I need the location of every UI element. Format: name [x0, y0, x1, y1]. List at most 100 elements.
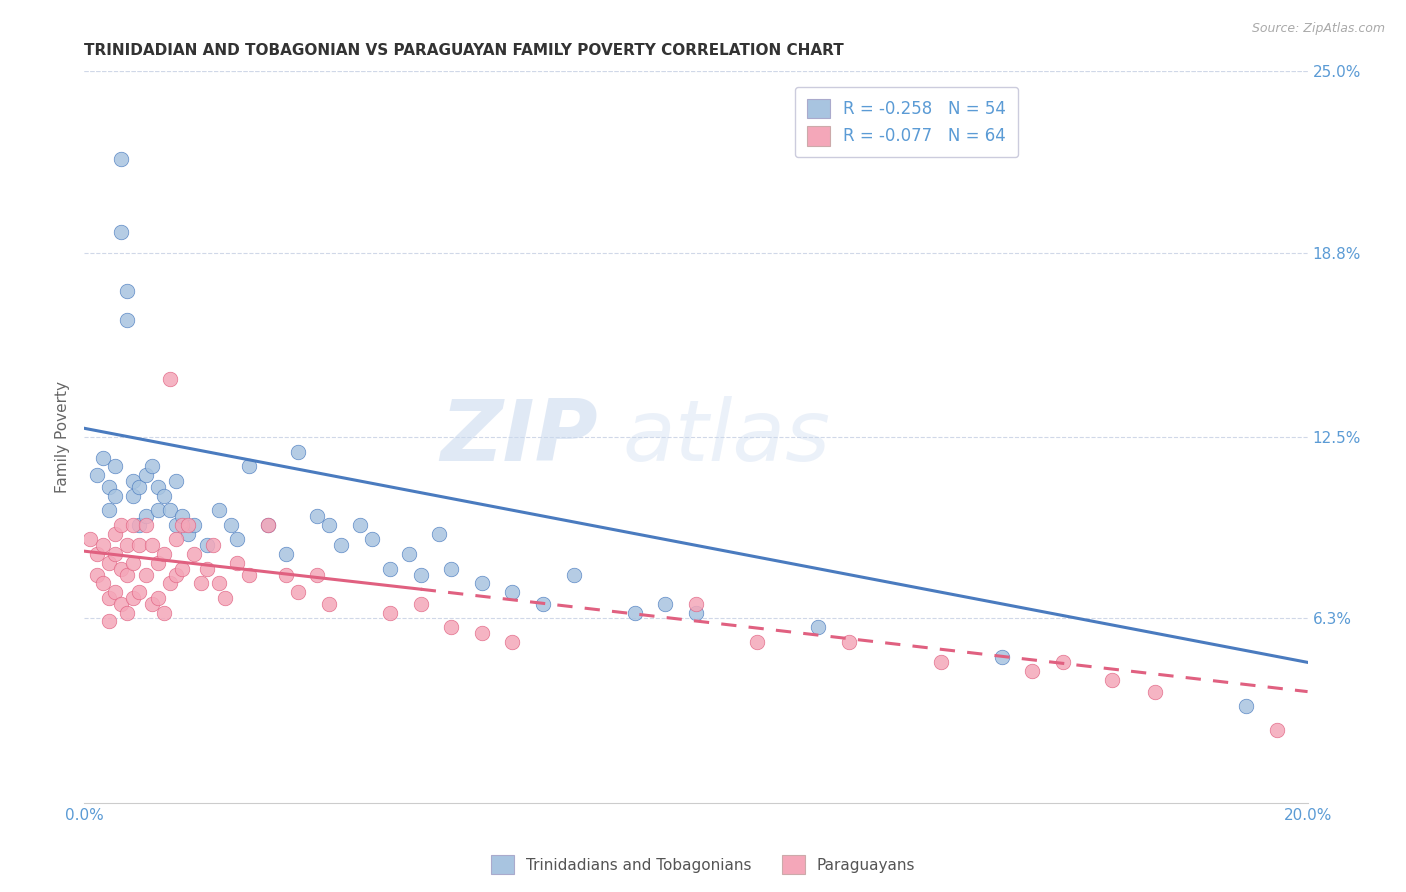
Point — [190, 576, 212, 591]
Point — [238, 459, 260, 474]
Point — [97, 591, 120, 605]
Point — [208, 576, 231, 591]
Point — [159, 503, 181, 517]
Point — [685, 606, 707, 620]
Point — [122, 591, 145, 605]
Point — [177, 517, 200, 532]
Point — [330, 538, 353, 552]
Point — [427, 526, 450, 541]
Point — [305, 509, 328, 524]
Point — [104, 547, 127, 561]
Point — [141, 459, 163, 474]
Point — [226, 556, 249, 570]
Point — [208, 503, 231, 517]
Point — [1052, 656, 1074, 670]
Point — [807, 620, 830, 634]
Point — [440, 562, 463, 576]
Point — [104, 489, 127, 503]
Point — [104, 585, 127, 599]
Point — [654, 597, 676, 611]
Point — [141, 538, 163, 552]
Point — [214, 591, 236, 605]
Point — [165, 474, 187, 488]
Point — [257, 517, 280, 532]
Point — [97, 556, 120, 570]
Point — [929, 656, 952, 670]
Point — [110, 152, 132, 166]
Point — [1236, 699, 1258, 714]
Point — [238, 567, 260, 582]
Point — [165, 517, 187, 532]
Point — [318, 597, 340, 611]
Point — [97, 503, 120, 517]
Point — [86, 567, 108, 582]
Point — [153, 606, 176, 620]
Point — [747, 635, 769, 649]
Point — [91, 538, 114, 552]
Point — [135, 509, 157, 524]
Point — [135, 567, 157, 582]
Point — [91, 450, 114, 465]
Legend: Trinidadians and Tobagonians, Paraguayans: Trinidadians and Tobagonians, Paraguayan… — [485, 849, 921, 880]
Point — [409, 597, 432, 611]
Point — [79, 533, 101, 547]
Point — [471, 626, 494, 640]
Point — [183, 547, 205, 561]
Point — [172, 509, 194, 524]
Point — [135, 517, 157, 532]
Point — [226, 533, 249, 547]
Point — [409, 567, 432, 582]
Text: Source: ZipAtlas.com: Source: ZipAtlas.com — [1251, 22, 1385, 36]
Point — [471, 576, 494, 591]
Point — [91, 576, 114, 591]
Point — [110, 517, 132, 532]
Point — [128, 517, 150, 532]
Point — [128, 480, 150, 494]
Point — [128, 585, 150, 599]
Point — [287, 444, 309, 458]
Point — [153, 489, 176, 503]
Point — [97, 615, 120, 629]
Point — [305, 567, 328, 582]
Point — [531, 597, 554, 611]
Point — [360, 533, 382, 547]
Point — [135, 468, 157, 483]
Point — [1101, 673, 1123, 687]
Point — [115, 567, 138, 582]
Point — [159, 371, 181, 385]
Point — [276, 547, 298, 561]
Point — [115, 313, 138, 327]
Point — [86, 468, 108, 483]
Point — [146, 480, 169, 494]
Point — [195, 538, 218, 552]
Point — [104, 459, 127, 474]
Legend: R = -0.258   N = 54, R = -0.077   N = 64: R = -0.258 N = 54, R = -0.077 N = 64 — [794, 87, 1018, 157]
Text: TRINIDADIAN AND TOBAGONIAN VS PARAGUAYAN FAMILY POVERTY CORRELATION CHART: TRINIDADIAN AND TOBAGONIAN VS PARAGUAYAN… — [84, 43, 844, 58]
Text: ZIP: ZIP — [440, 395, 598, 479]
Point — [122, 474, 145, 488]
Point — [146, 503, 169, 517]
Point — [349, 517, 371, 532]
Point — [146, 556, 169, 570]
Point — [165, 533, 187, 547]
Point — [122, 556, 145, 570]
Point — [219, 517, 242, 532]
Point — [115, 606, 138, 620]
Point — [97, 480, 120, 494]
Point — [115, 538, 138, 552]
Point — [115, 284, 138, 298]
Point — [122, 517, 145, 532]
Point — [153, 547, 176, 561]
Point — [159, 576, 181, 591]
Point — [318, 517, 340, 532]
Point — [562, 567, 585, 582]
Point — [502, 635, 524, 649]
Point — [172, 517, 194, 532]
Point — [110, 225, 132, 239]
Point — [838, 635, 860, 649]
Point — [183, 517, 205, 532]
Point — [440, 620, 463, 634]
Point — [177, 526, 200, 541]
Point — [257, 517, 280, 532]
Y-axis label: Family Poverty: Family Poverty — [55, 381, 70, 493]
